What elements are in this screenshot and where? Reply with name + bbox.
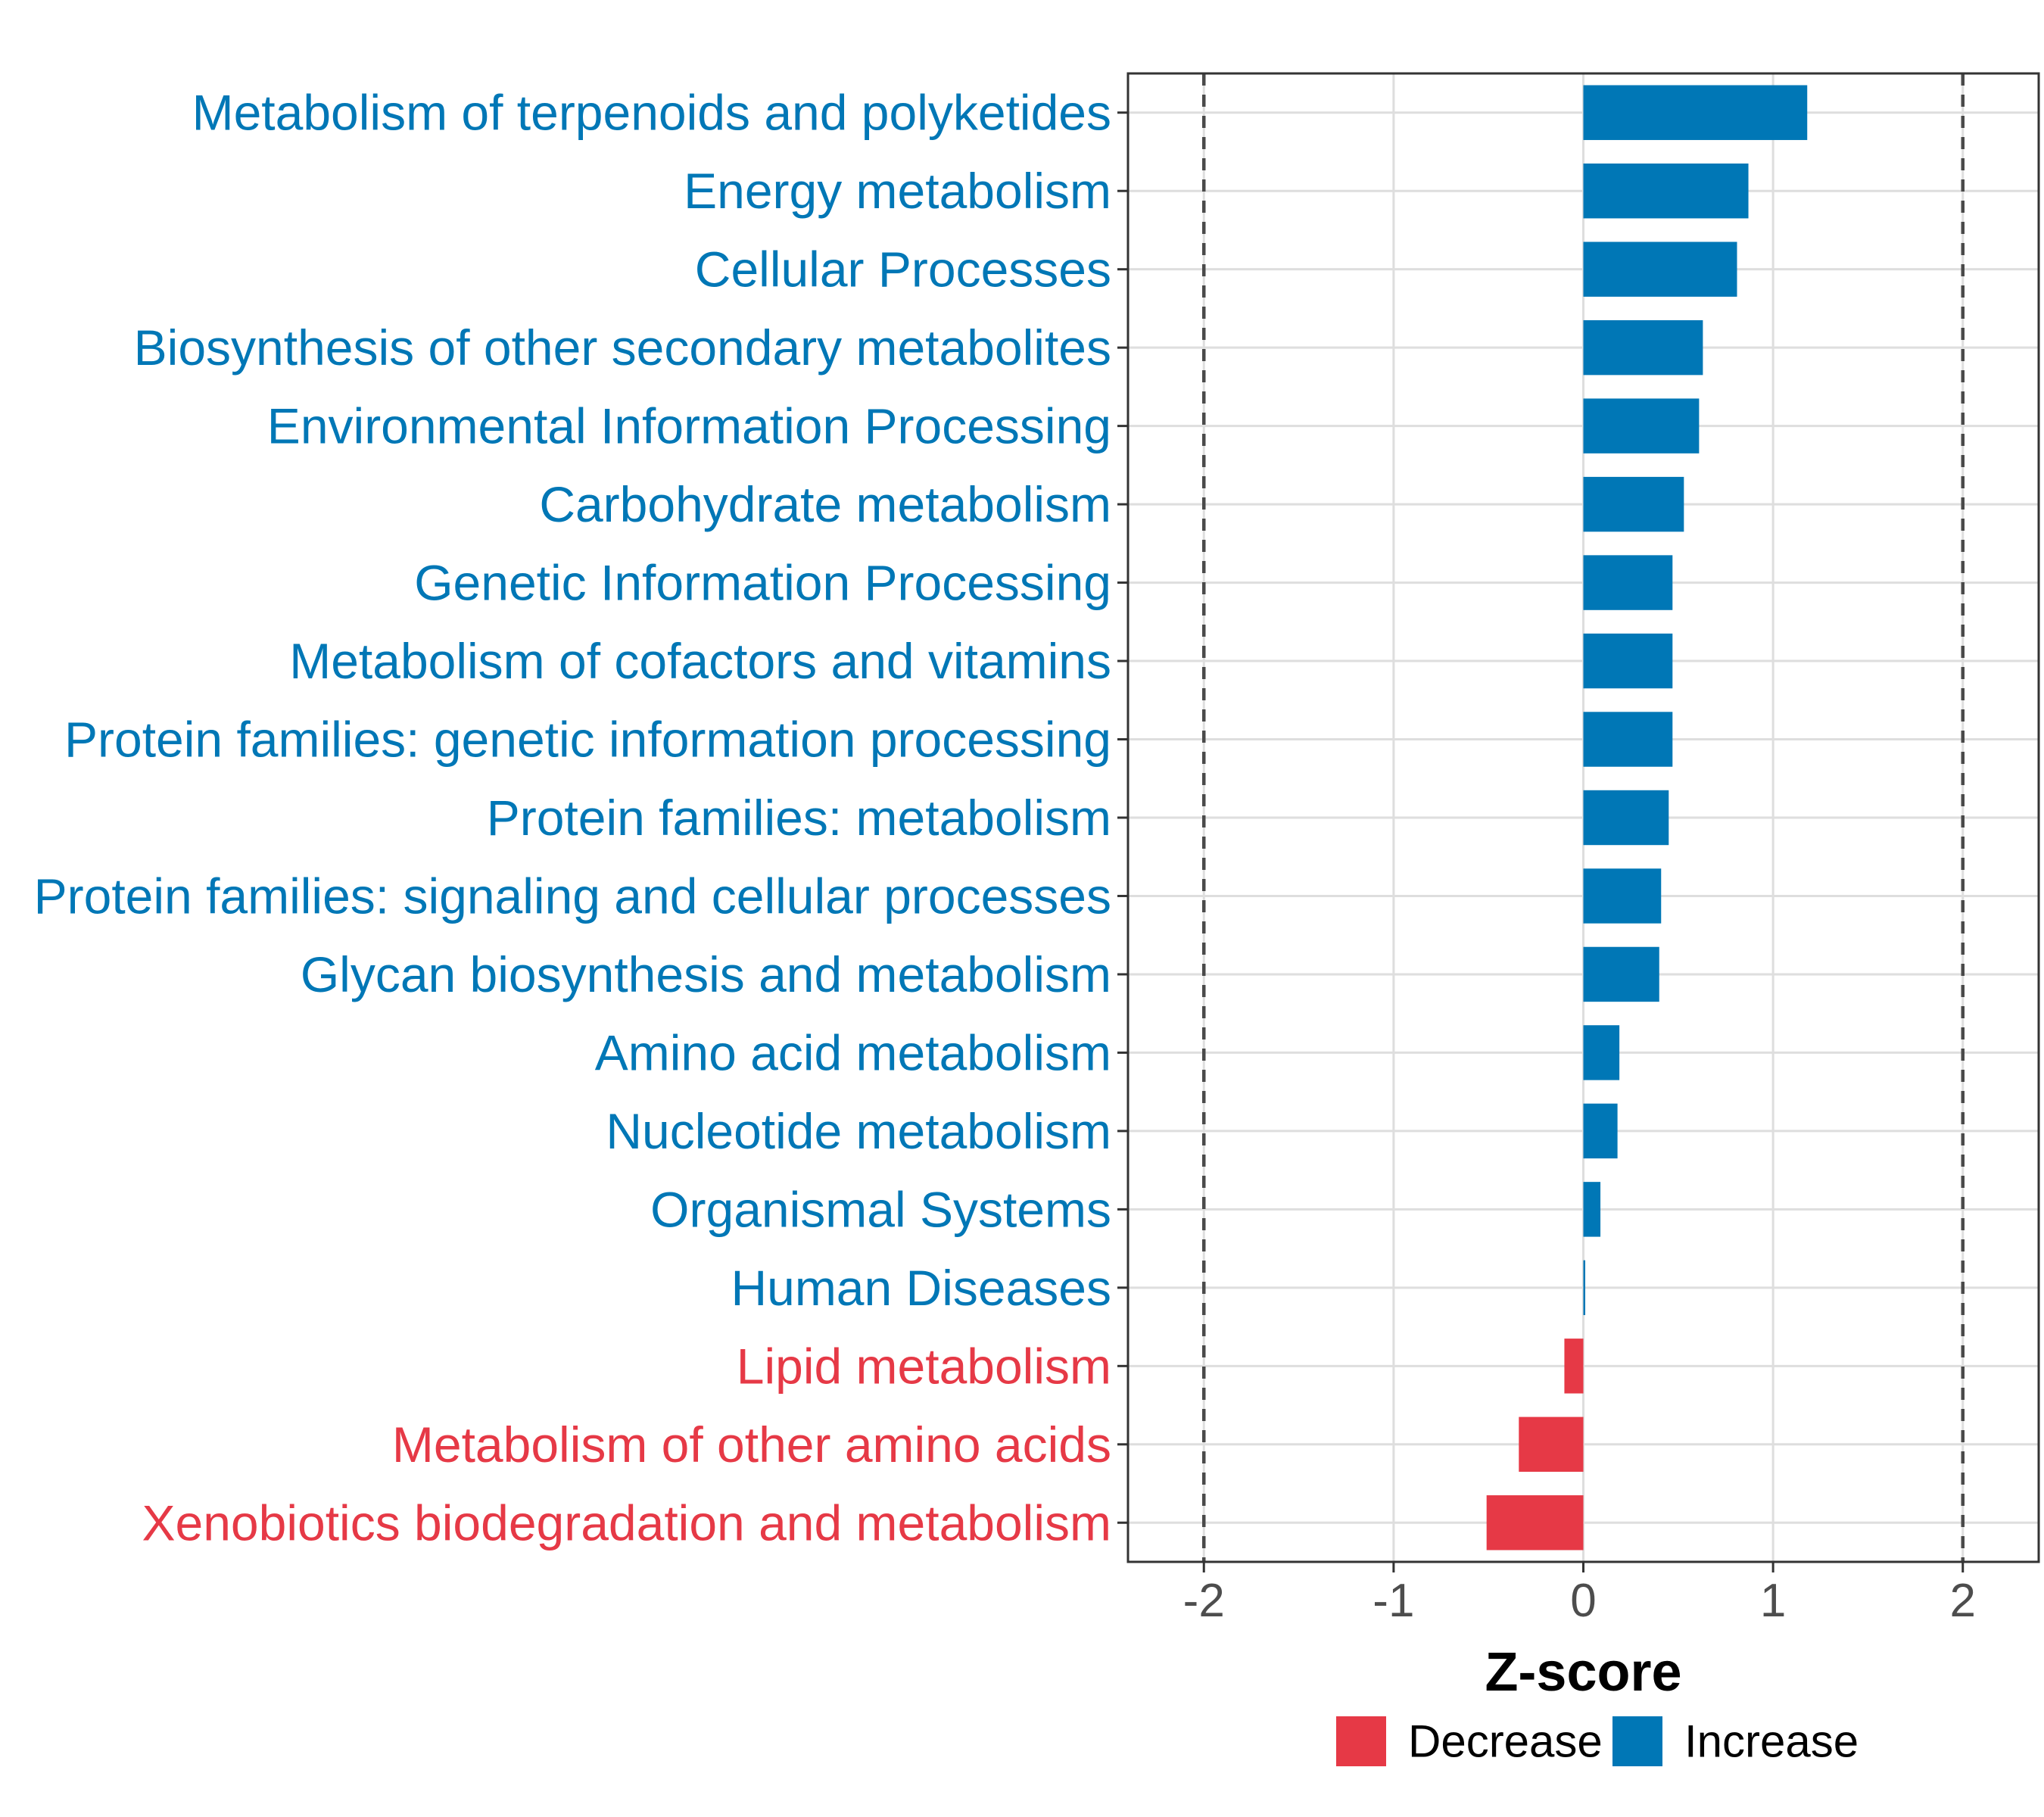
category-label-13: Nucleotide metabolism bbox=[606, 1103, 1111, 1159]
legend-label-increase: Increase bbox=[1684, 1716, 1859, 1767]
category-label-14: Organismal Systems bbox=[650, 1181, 1111, 1237]
category-label-5: Carbohydrate metabolism bbox=[539, 476, 1111, 532]
x-tick-label-3: 1 bbox=[1760, 1575, 1786, 1627]
category-label-0: Metabolism of terpenoids and polyketides bbox=[192, 85, 1111, 141]
category-label-16: Lipid metabolism bbox=[737, 1338, 1111, 1394]
bar-0[interactable] bbox=[1583, 85, 1808, 140]
bar-11[interactable] bbox=[1583, 946, 1659, 1002]
category-label-1: Energy metabolism bbox=[684, 163, 1111, 219]
legend-swatch-decrease bbox=[1336, 1716, 1386, 1766]
category-label-7: Metabolism of cofactors and vitamins bbox=[289, 633, 1111, 689]
x-tick-label-0: -2 bbox=[1183, 1575, 1225, 1627]
category-label-3: Biosynthesis of other secondary metaboli… bbox=[134, 319, 1111, 376]
bar-7[interactable] bbox=[1583, 633, 1673, 689]
category-label-18: Xenobiotics biodegradation and metabolis… bbox=[142, 1494, 1112, 1551]
bar-15[interactable] bbox=[1583, 1260, 1586, 1316]
bar-8[interactable] bbox=[1583, 712, 1673, 767]
category-label-4: Environmental Information Processing bbox=[267, 398, 1111, 454]
category-label-6: Genetic Information Processing bbox=[414, 555, 1111, 611]
legend-label-decrease: Decrease bbox=[1408, 1716, 1603, 1767]
bar-17[interactable] bbox=[1519, 1417, 1584, 1473]
bar-2[interactable] bbox=[1583, 242, 1737, 297]
x-tick-label-2: 0 bbox=[1570, 1575, 1596, 1627]
bar-4[interactable] bbox=[1583, 398, 1700, 453]
x-tick-label-4: 2 bbox=[1950, 1575, 1976, 1627]
bar-18[interactable] bbox=[1486, 1495, 1584, 1551]
category-label-17: Metabolism of other amino acids bbox=[392, 1417, 1111, 1473]
bar-10[interactable] bbox=[1583, 868, 1662, 924]
x-axis-title: Z-score bbox=[1485, 1642, 1681, 1703]
category-label-9: Protein families: metabolism bbox=[487, 790, 1111, 846]
category-label-15: Human Diseases bbox=[731, 1260, 1111, 1316]
x-tick-label-1: -1 bbox=[1373, 1575, 1414, 1627]
category-label-11: Glycan biosynthesis and metabolism bbox=[301, 946, 1111, 1002]
bar-12[interactable] bbox=[1583, 1025, 1620, 1080]
category-label-2: Cellular Processes bbox=[695, 242, 1111, 298]
bar-6[interactable] bbox=[1583, 555, 1673, 610]
bar-3[interactable] bbox=[1583, 319, 1703, 376]
legend-swatch-increase bbox=[1612, 1716, 1662, 1766]
category-label-10: Protein families: signaling and cellular… bbox=[34, 868, 1111, 924]
bar-1[interactable] bbox=[1583, 163, 1749, 219]
category-label-12: Amino acid metabolism bbox=[595, 1024, 1111, 1080]
bar-16[interactable] bbox=[1564, 1339, 1584, 1394]
bar-5[interactable] bbox=[1583, 476, 1684, 532]
bar-13[interactable] bbox=[1583, 1103, 1618, 1159]
bar-9[interactable] bbox=[1583, 790, 1669, 846]
category-label-8: Protein families: genetic information pr… bbox=[64, 712, 1111, 768]
bar-14[interactable] bbox=[1583, 1182, 1601, 1237]
